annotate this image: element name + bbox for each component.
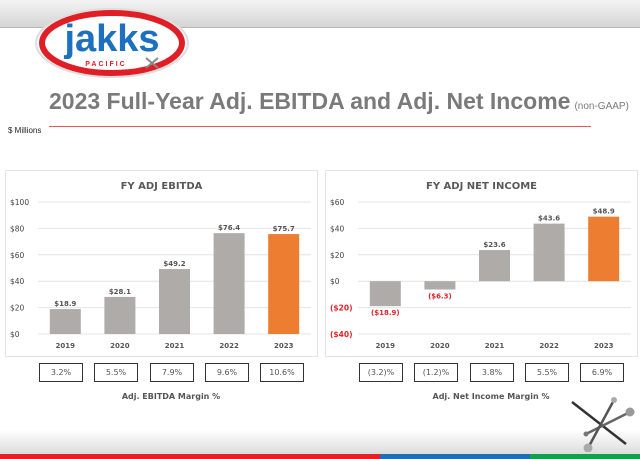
bar-value-label: $49.2 — [163, 260, 185, 268]
page-title: 2023 Full-Year Adj. EBITDA and Adj. Net … — [49, 88, 629, 114]
jacks-icon — [571, 397, 635, 452]
ebitda-margin-2022: 9.6% — [205, 363, 249, 382]
x-tick-label: 2022 — [219, 342, 239, 350]
bar-2020 — [424, 281, 456, 290]
net-income-margin-2021: 3.8% — [470, 363, 514, 382]
bar-2019 — [49, 309, 81, 334]
x-tick-label: 2021 — [485, 342, 505, 350]
ebitda-margin-label: Adj. EBITDA Margin % — [121, 392, 221, 401]
net-income-chart-title: FY ADJ NET INCOME — [425, 181, 537, 192]
y-tick-label: ($40) — [330, 330, 353, 339]
ebitda-chart-title: FY ADJ EBITDA — [120, 181, 203, 192]
net-income-margin-2020: (1.2)% — [414, 363, 458, 382]
bar-value-label: ($6.3) — [428, 293, 452, 301]
bar-value-label: $48.9 — [593, 208, 615, 216]
y-tick-label: $40 — [330, 224, 345, 233]
units-label: $ Millions — [8, 126, 42, 135]
y-tick-label: $20 — [10, 304, 25, 313]
bar-2023 — [588, 216, 620, 282]
y-tick-label: ($20) — [330, 304, 353, 313]
ebitda-margin-2019: 3.2% — [39, 363, 83, 382]
logo-subtext: PACIFIC — [85, 61, 126, 68]
y-tick-label: $60 — [10, 251, 25, 260]
y-tick-label: $60 — [330, 198, 345, 207]
x-tick-label: 2021 — [165, 342, 185, 350]
y-tick-label: $100 — [10, 198, 29, 207]
x-tick-label: 2023 — [274, 342, 294, 350]
bar-value-label: $28.1 — [109, 288, 131, 296]
ebitda-margin-2021: 7.9% — [150, 363, 194, 382]
x-tick-label: 2019 — [56, 342, 76, 350]
logo-text: jakks — [63, 18, 159, 60]
y-tick-label: $0 — [330, 277, 340, 286]
y-tick-label: $20 — [330, 251, 345, 260]
footer-shade — [0, 430, 640, 454]
net-income-margin-2022: 5.5% — [525, 363, 569, 382]
bar-value-label: $18.9 — [54, 300, 76, 308]
x-tick-label: 2019 — [376, 342, 396, 350]
jakks-pacific-logo: jakks PACIFIC — [35, 8, 189, 78]
bar-2023 — [268, 234, 300, 334]
title-suffix: (non-GAAP) — [574, 101, 629, 112]
title-underline — [49, 126, 591, 127]
bar-value-label: $43.6 — [538, 215, 560, 223]
y-tick-label: $0 — [10, 330, 20, 339]
net-income-chart: $60 $40 $20 $0 ($20) ($40) ($18.9) 2019 ($6.3) 20… — [330, 198, 631, 350]
ebitda-chart-panel: $100 $80 $60 $40 $20 $0 $18.9 2019 $28.1 2020 $49.… — [5, 170, 318, 357]
ebitda-margin-2020: 5.5% — [94, 363, 138, 382]
net-income-margin-label: Adj. Net Income Margin % — [432, 392, 550, 401]
y-tick-label: $40 — [10, 277, 25, 286]
bar-value-label: $75.7 — [273, 225, 295, 233]
net-income-margin-2019: (3.2)% — [359, 363, 403, 382]
net-income-margin-2023: 6.9% — [580, 363, 624, 382]
x-tick-label: 2020 — [110, 342, 130, 350]
bar-2021 — [159, 269, 190, 334]
bar-2021 — [479, 250, 510, 282]
bar-2022 — [213, 233, 245, 334]
footer-stripe-green — [530, 454, 640, 459]
bar-2022 — [533, 223, 565, 282]
x-tick-label: 2023 — [594, 342, 614, 350]
logo-jacks-icon — [145, 57, 159, 69]
bar-value-label: $76.4 — [218, 224, 240, 232]
footer-stripe-red — [0, 454, 380, 459]
net-income-chart-panel: $60 $40 $20 $0 ($20) ($40) ($18.9) 2019 ($6.3) 20… — [325, 170, 638, 357]
footer-stripe-blue — [380, 454, 530, 459]
ebitda-margin-2023: 10.6% — [260, 363, 304, 382]
y-tick-label: $80 — [10, 224, 25, 233]
bar-value-label: ($18.9) — [371, 309, 400, 317]
bar-2020 — [104, 296, 136, 334]
x-tick-label: 2020 — [430, 342, 450, 350]
ebitda-chart: $100 $80 $60 $40 $20 $0 $18.9 2019 $28.1 2020 $49.… — [10, 198, 311, 350]
bar-2019 — [369, 281, 401, 307]
x-tick-label: 2022 — [539, 342, 559, 350]
bar-value-label: $23.6 — [483, 241, 505, 249]
